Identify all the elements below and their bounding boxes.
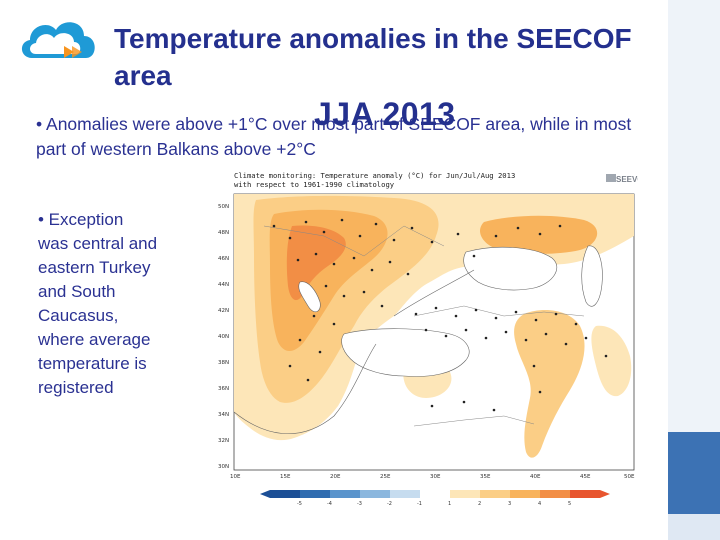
svg-text:45E: 45E	[580, 474, 591, 480]
slide-title: Temperature anomalies in the SEECOF area	[114, 23, 632, 91]
svg-text:46N: 46N	[218, 256, 229, 262]
station-markers	[272, 218, 608, 412]
svg-text:15E: 15E	[280, 474, 291, 480]
svg-text:50N: 50N	[218, 204, 229, 210]
svg-text:30N: 30N	[218, 464, 229, 470]
svg-text:-2: -2	[387, 501, 392, 506]
period-label: JJA 2013	[314, 96, 456, 132]
side-light-block	[668, 514, 720, 540]
svg-text:3: 3	[508, 501, 511, 506]
svg-text:42N: 42N	[218, 308, 229, 314]
svg-text:48N: 48N	[218, 230, 229, 236]
svg-text:32N: 32N	[218, 438, 229, 444]
svg-text:-4: -4	[327, 501, 332, 506]
svg-text:SEEVCCC: SEEVCCC	[616, 175, 638, 184]
svg-text:20E: 20E	[330, 474, 341, 480]
map-title-line2: with respect to 1961-1990 climatology	[234, 180, 395, 189]
svg-text:40E: 40E	[530, 474, 541, 480]
svg-text:10E: 10E	[230, 474, 241, 480]
svg-text:36N: 36N	[218, 386, 229, 392]
svg-text:-5: -5	[297, 501, 302, 506]
right-side-bar	[668, 0, 720, 540]
side-accent-block	[668, 432, 720, 514]
cloud-logo	[14, 12, 106, 68]
bullet-exception: • Exception was central and eastern Turk…	[38, 210, 158, 397]
svg-text:30E: 30E	[430, 474, 441, 480]
svg-text:44N: 44N	[218, 282, 229, 288]
svg-text:5: 5	[568, 501, 571, 506]
svg-text:50E: 50E	[624, 474, 635, 480]
svg-text:4: 4	[538, 501, 541, 506]
latitude-labels: 50N 48N 46N 44N 42N 40N 38N 36N 34N 32N …	[218, 204, 229, 470]
bullet-anomalies: • Anomalies were above +1°C over most pa…	[36, 114, 632, 159]
map-area	[233, 193, 635, 471]
seevccc-logo: SEEVCCC	[606, 174, 655, 184]
svg-text:38N: 38N	[218, 360, 229, 366]
map-title-line1: Climate monitoring: Temperature anomaly …	[234, 171, 515, 180]
svg-text:40N: 40N	[218, 334, 229, 340]
temperature-anomaly-map: Climate monitoring: Temperature anomaly …	[204, 166, 655, 507]
svg-text:-1: -1	[417, 501, 422, 506]
svg-text:34N: 34N	[218, 412, 229, 418]
svg-text:25E: 25E	[380, 474, 391, 480]
longitude-labels: 10E 15E 20E 25E 30E 35E 40E 45E 50E	[230, 474, 635, 480]
colorbar: -5 -4 -3 -2 -1 1 2 3 4 5	[260, 490, 610, 507]
svg-text:2: 2	[478, 501, 481, 506]
svg-text:1: 1	[448, 501, 451, 506]
svg-text:35E: 35E	[480, 474, 491, 480]
svg-text:-3: -3	[357, 501, 362, 506]
